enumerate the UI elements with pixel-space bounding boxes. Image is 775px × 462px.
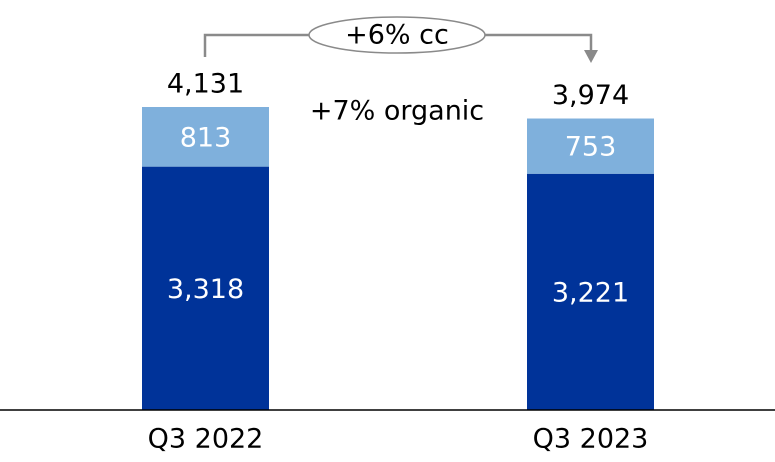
bar-segment	[527, 173, 654, 410]
growth-oval	[308, 16, 486, 54]
bracket-left	[203, 33, 309, 57]
bar-segment	[527, 118, 654, 174]
value-label: 3,318	[167, 274, 244, 305]
value-label: 3,221	[552, 277, 629, 308]
x-tick-label: Q3 2022	[148, 424, 264, 455]
bracket-right	[485, 33, 593, 52]
x-tick-label: Q3 2023	[533, 424, 649, 455]
total-label: 3,974	[552, 80, 629, 111]
organic-growth: +7% organic	[310, 96, 484, 127]
value-label: 813	[180, 122, 232, 153]
cc-growth: +6% cc	[345, 20, 449, 51]
value-label: 753	[565, 132, 617, 163]
bar-segment	[142, 166, 269, 410]
arrow-head	[584, 50, 598, 63]
bar-segment	[142, 107, 269, 167]
total-label: 4,131	[167, 69, 244, 100]
